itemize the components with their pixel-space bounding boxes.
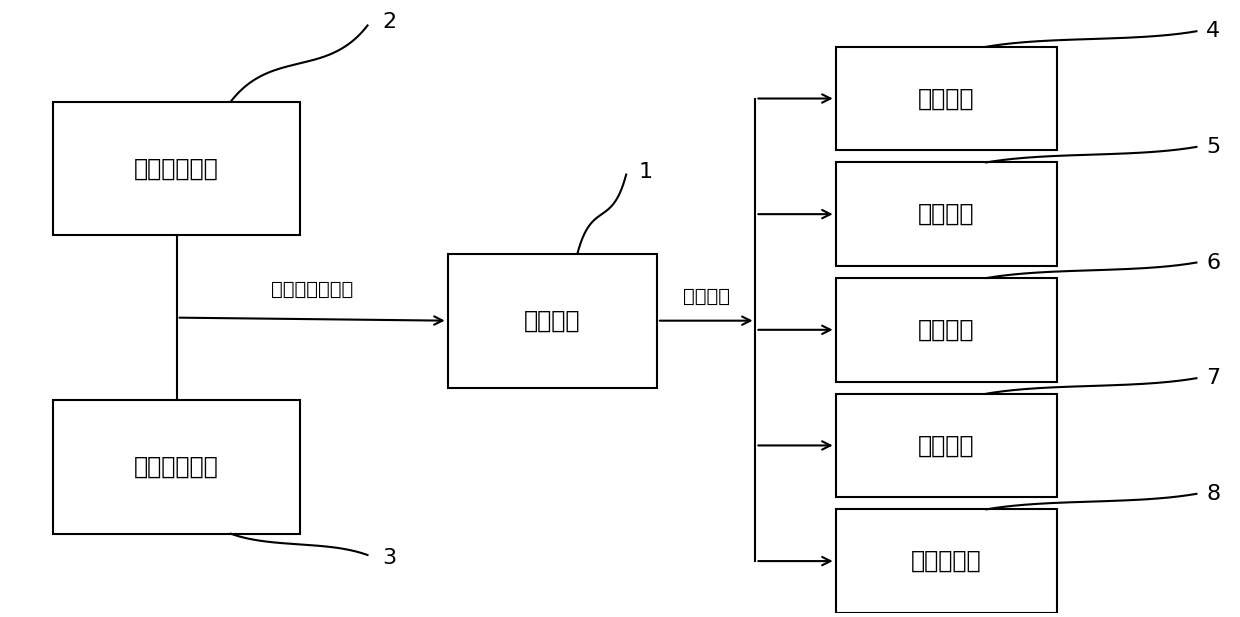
Text: 3: 3 (382, 548, 397, 568)
Text: 5: 5 (1207, 137, 1220, 157)
Text: 喷淋模块: 喷淋模块 (918, 86, 975, 110)
Text: 门控感应模块: 门控感应模块 (134, 157, 219, 181)
Text: 控制输出: 控制输出 (683, 286, 729, 305)
Text: 4: 4 (1207, 21, 1220, 41)
Text: 1: 1 (639, 162, 652, 181)
Text: 采集信号、数据: 采集信号、数据 (272, 280, 353, 299)
Text: 8: 8 (1207, 484, 1220, 504)
Bar (836, 47, 1058, 151)
Text: 6: 6 (1207, 252, 1220, 273)
Bar (448, 254, 657, 387)
Bar (53, 400, 300, 534)
Bar (836, 278, 1058, 381)
Text: 加热模块: 加热模块 (918, 202, 975, 226)
Bar (53, 102, 300, 236)
Text: 7: 7 (1207, 368, 1220, 388)
Text: 进水模块: 进水模块 (918, 318, 975, 342)
Bar (836, 162, 1058, 266)
Text: 温度感应模块: 温度感应模块 (134, 455, 219, 479)
Text: 排水模块: 排水模块 (918, 434, 975, 457)
Text: 控制模块: 控制模块 (525, 308, 580, 333)
Bar (836, 510, 1058, 613)
Text: 2: 2 (382, 12, 397, 33)
Bar (836, 394, 1058, 497)
Text: 进排气模块: 进排气模块 (911, 549, 982, 573)
